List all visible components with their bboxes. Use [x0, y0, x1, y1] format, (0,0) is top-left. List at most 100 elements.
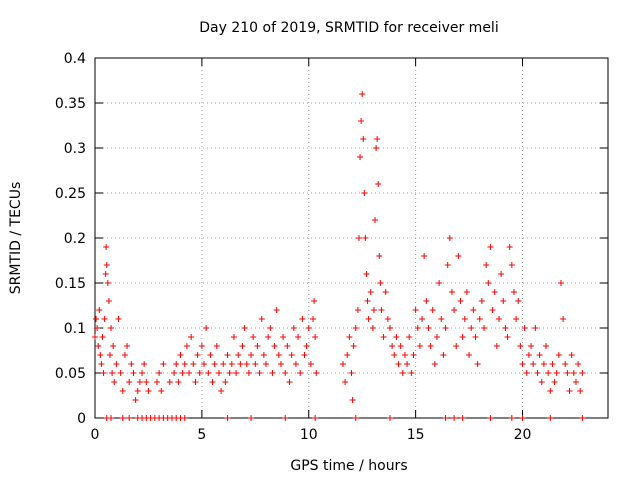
data-point	[474, 361, 481, 367]
data-point	[451, 307, 458, 313]
y-tick-label: 0.05	[55, 366, 86, 382]
data-point	[305, 325, 312, 331]
data-point	[549, 361, 556, 367]
data-point	[128, 361, 135, 367]
data-point	[376, 253, 383, 259]
data-point	[579, 415, 586, 421]
data-point	[485, 280, 492, 286]
data-point	[508, 415, 515, 421]
data-point	[453, 343, 460, 349]
data-point	[521, 325, 528, 331]
data-point	[416, 343, 423, 349]
data-point	[350, 343, 357, 349]
data-point	[489, 307, 496, 313]
data-point	[108, 325, 115, 331]
data-point	[566, 388, 573, 394]
data-point	[299, 316, 306, 322]
y-tick-label: 0.2	[64, 231, 86, 247]
data-point	[463, 289, 470, 295]
data-point	[104, 280, 111, 286]
data-point	[502, 325, 509, 331]
data-point	[141, 361, 148, 367]
data-point	[397, 343, 404, 349]
data-point	[311, 298, 318, 304]
data-point	[560, 316, 567, 322]
data-point	[555, 352, 562, 358]
data-point	[181, 361, 188, 367]
data-point	[310, 316, 317, 322]
y-tick-label: 0.4	[64, 51, 86, 67]
data-point	[179, 370, 186, 376]
y-tick-label: 0	[77, 411, 86, 427]
y-tick-label: 0.35	[55, 96, 86, 112]
axis-ticks: 0 0.05 0.1 0.15 0.2 0.25 0.3 0.35 0.4 0 5 10 15 20	[55, 51, 608, 443]
data-point	[235, 352, 242, 358]
data-point	[312, 334, 319, 340]
data-point	[213, 343, 220, 349]
data-point	[534, 370, 541, 376]
data-point	[377, 280, 384, 286]
data-point	[312, 415, 319, 421]
data-point	[254, 343, 261, 349]
y-tick-label: 0.25	[55, 186, 86, 202]
data-point	[352, 325, 359, 331]
data-point	[442, 325, 449, 331]
data-point	[570, 370, 577, 376]
data-point	[284, 343, 291, 349]
data-point	[119, 388, 126, 394]
x-tick-label: 5	[197, 427, 206, 443]
data-point	[575, 361, 582, 367]
data-point	[446, 235, 453, 241]
data-point	[427, 343, 434, 349]
data-point	[215, 370, 222, 376]
data-point	[136, 379, 143, 385]
data-point	[226, 370, 233, 376]
data-point	[451, 415, 458, 421]
data-point	[551, 379, 558, 385]
data-point	[203, 325, 210, 331]
data-point	[303, 343, 310, 349]
data-point	[108, 415, 115, 421]
y-tick-label: 0.1	[64, 321, 86, 337]
data-point	[106, 352, 113, 358]
data-point	[472, 334, 479, 340]
data-point	[211, 361, 218, 367]
data-point	[365, 316, 372, 322]
data-point	[483, 262, 490, 268]
data-point	[359, 91, 366, 97]
data-point	[342, 379, 349, 385]
data-point	[348, 370, 355, 376]
data-point	[406, 334, 413, 340]
data-point	[109, 370, 116, 376]
data-point	[269, 370, 276, 376]
data-point	[408, 370, 415, 376]
data-point	[470, 307, 477, 313]
data-point	[513, 316, 520, 322]
data-point	[105, 298, 112, 304]
data-point	[384, 316, 391, 322]
data-point	[395, 361, 402, 367]
data-point	[95, 343, 102, 349]
data-point	[404, 361, 411, 367]
data-point	[175, 379, 182, 385]
chart-title: Day 210 of 2019, SRMTID for receiver mel…	[199, 20, 498, 36]
data-point	[101, 316, 108, 322]
data-point	[386, 325, 393, 331]
data-point	[419, 316, 426, 322]
data-point	[361, 190, 368, 196]
data-point	[493, 343, 500, 349]
data-point	[572, 379, 579, 385]
data-point	[94, 325, 101, 331]
data-point	[192, 379, 199, 385]
data-point	[346, 334, 353, 340]
y-axis-label: SRMTID / TECUs	[8, 182, 24, 295]
data-point	[352, 415, 359, 421]
x-tick-label: 0	[91, 427, 100, 443]
data-point	[160, 361, 167, 367]
data-point	[436, 280, 443, 286]
data-point	[543, 343, 550, 349]
data-point	[263, 361, 269, 367]
data-point	[248, 415, 255, 421]
data-point	[455, 253, 462, 259]
data-point	[97, 352, 104, 358]
